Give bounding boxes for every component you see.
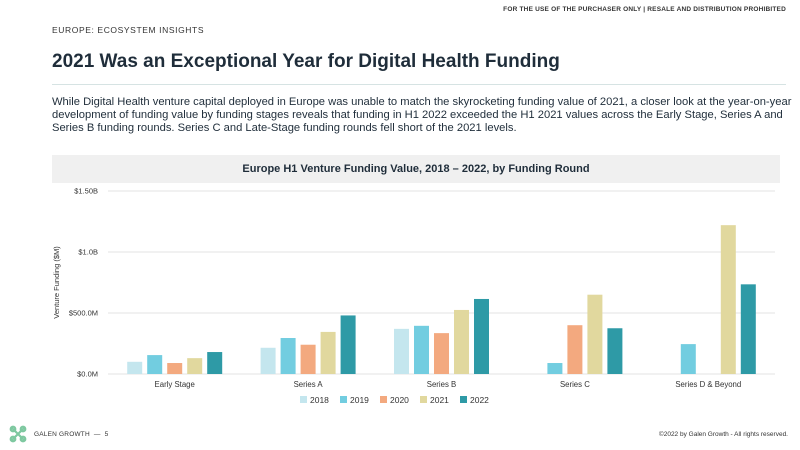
bar-2019: [280, 338, 296, 374]
legend-label: 2021: [430, 395, 449, 405]
bar-2022: [740, 284, 756, 374]
bar-2021: [587, 294, 603, 374]
bar-2022: [607, 328, 623, 374]
section-label: EUROPE: ECOSYSTEM INSIGHTS: [52, 25, 205, 35]
bar-2020: [167, 363, 183, 374]
bar-2020: [300, 344, 316, 374]
bar-2019: [680, 344, 696, 374]
footer-separator: —: [93, 430, 101, 438]
footer-copyright: ©2022 by Galen Growth - All rights reser…: [658, 431, 788, 438]
y-tick-label: $1.50B: [74, 187, 98, 196]
bar-2020: [434, 333, 449, 374]
y-tick-label: $500.0M: [69, 309, 98, 318]
x-tick-label: Series B: [427, 380, 456, 389]
page-title: 2021 Was an Exceptional Year for Digital…: [52, 51, 560, 72]
footer-page-number: 5: [104, 430, 109, 438]
bar-2019: [547, 363, 563, 374]
bar-2021: [320, 331, 336, 374]
y-tick-label: $1.0B: [78, 248, 98, 257]
bar-2021: [454, 309, 469, 374]
bar-2018: [394, 328, 409, 374]
bar-2018: [260, 347, 276, 374]
legend-label: 2019: [350, 395, 369, 405]
x-tick-label: Series C: [560, 380, 590, 389]
distribution-notice: FOR THE USE OF THE PURCHASER ONLY | RESA…: [503, 6, 786, 13]
legend-label: 2020: [390, 395, 409, 405]
bar-2021: [720, 225, 736, 374]
bar-2022: [474, 298, 489, 374]
y-axis-label: Venture Funding ($M): [52, 246, 61, 319]
legend-label: 2022: [470, 395, 489, 405]
legend-swatch: [460, 396, 467, 403]
legend-label: 2018: [310, 395, 329, 405]
bar-2022: [207, 352, 223, 374]
bar-2020: [567, 325, 583, 374]
bar-2021: [187, 358, 203, 374]
footer-brand: GALEN GROWTH — 5: [8, 424, 108, 444]
chart-title: Europe H1 Venture Funding Value, 2018 – …: [52, 155, 780, 183]
legend-swatch: [420, 396, 427, 403]
bar-2022: [340, 315, 356, 374]
legend-swatch: [380, 396, 387, 403]
legend-swatch: [340, 396, 347, 403]
x-tick-label: Early Stage: [155, 380, 195, 389]
bar-2019: [414, 325, 429, 374]
funding-bar-chart: $0.0M $500.0M $1.0B $1.50B Venture Funding (…: [52, 187, 775, 405]
galen-growth-logo-icon: [9, 425, 27, 443]
x-tick-label: Series A: [294, 380, 324, 389]
title-divider: [52, 84, 786, 85]
bar-2018: [127, 361, 143, 374]
footer-brand-name: GALEN GROWTH: [34, 430, 90, 438]
legend-swatch: [300, 396, 307, 403]
x-tick-label: Series D & Beyond: [675, 380, 741, 389]
intro-paragraph: While Digital Health venture capital dep…: [52, 96, 792, 134]
bar-2019: [147, 355, 163, 374]
y-tick-label: $0.0M: [77, 370, 98, 379]
